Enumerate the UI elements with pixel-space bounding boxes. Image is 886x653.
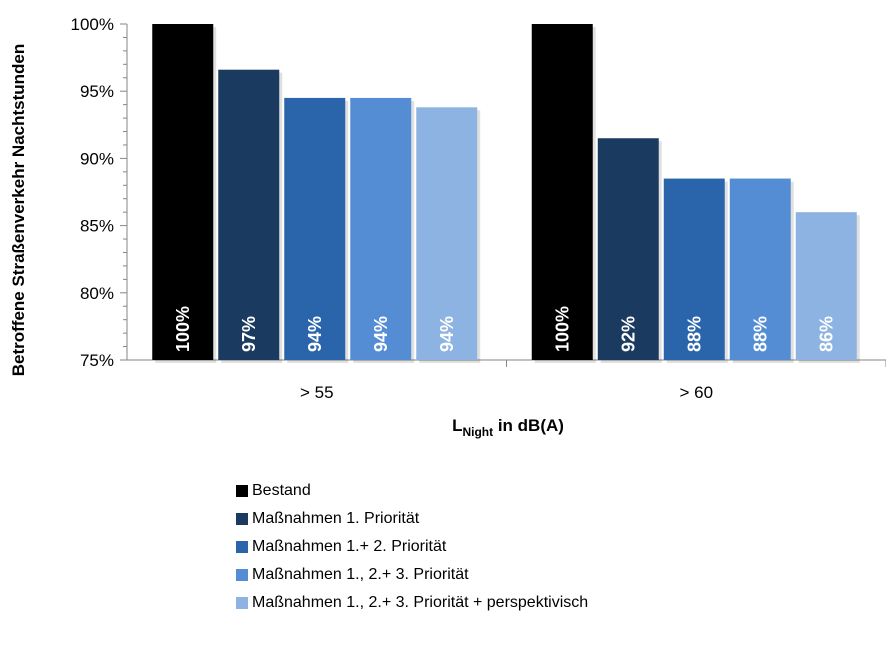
y-tick-label: 85% [80, 217, 114, 236]
x-tick-label: > 55 [300, 383, 334, 402]
bar [350, 97, 412, 361]
legend-swatch [236, 513, 248, 525]
legend-label: Maßnahmen 1., 2.+ 3. Priorität + perspek… [252, 594, 589, 611]
x-axis-label-sub: Night [462, 425, 493, 439]
bar [795, 212, 857, 360]
x-axis-label-main: L [452, 416, 462, 435]
bar-data-label: 86% [816, 316, 836, 352]
bar-data-label: 94% [371, 316, 391, 352]
legend-swatch [236, 485, 248, 497]
legend-item: Maßnahmen 1. Priorität [236, 508, 419, 530]
bar [729, 178, 791, 360]
legend-item: Maßnahmen 1.+ 2. Priorität [236, 536, 446, 558]
bar [531, 24, 593, 360]
y-tick-label: 95% [80, 82, 114, 101]
bar [663, 178, 725, 360]
y-axis-label: Betroffene Straßenverkehr Nachtstunden [9, 44, 28, 377]
bar-data-label: 100% [552, 306, 572, 352]
legend-swatch [236, 541, 248, 553]
bar [152, 24, 214, 360]
legend-item: Maßnahmen 1., 2.+ 3. Priorität [236, 564, 469, 586]
bar-data-label: 92% [618, 316, 638, 352]
bar-data-label: 88% [684, 316, 704, 352]
bar-data-label: 94% [305, 316, 325, 352]
y-tick-label: 80% [80, 284, 114, 303]
y-tick-label: 75% [80, 351, 114, 370]
legend-swatch [236, 597, 248, 609]
legend-label: Maßnahmen 1. Priorität [252, 510, 420, 527]
bar [416, 107, 478, 360]
legend-item: Maßnahmen 1., 2.+ 3. Priorität + perspek… [236, 592, 588, 614]
y-tick-label: 100% [71, 15, 114, 34]
plot-area: 75% 80% 85% 90% 95% 100% > 55 100% 97% 94% 94% 94% >… [71, 15, 886, 402]
bar [218, 69, 280, 361]
bar-data-label: 88% [750, 316, 770, 352]
bar-data-label: 97% [239, 316, 259, 352]
y-tick-label: 90% [80, 149, 114, 168]
legend-label: Maßnahmen 1.+ 2. Priorität [252, 538, 447, 555]
legend-item: Bestand [236, 480, 311, 502]
x-axis-label-rest: in dB(A) [493, 416, 564, 435]
bar-data-label: 100% [173, 306, 193, 352]
x-axis-label: LNight in dB(A) [452, 416, 564, 439]
legend-label: Bestand [252, 482, 311, 499]
bar [597, 138, 659, 360]
chart: 75% 80% 85% 90% 95% 100% > 55 100% 97% 94% 94% 94% >… [9, 15, 886, 439]
bar-data-label: 94% [437, 316, 457, 352]
bar [284, 97, 346, 361]
legend-label: Maßnahmen 1., 2.+ 3. Priorität [252, 566, 469, 583]
legend-swatch [236, 569, 248, 581]
x-tick-label: > 60 [679, 383, 713, 402]
